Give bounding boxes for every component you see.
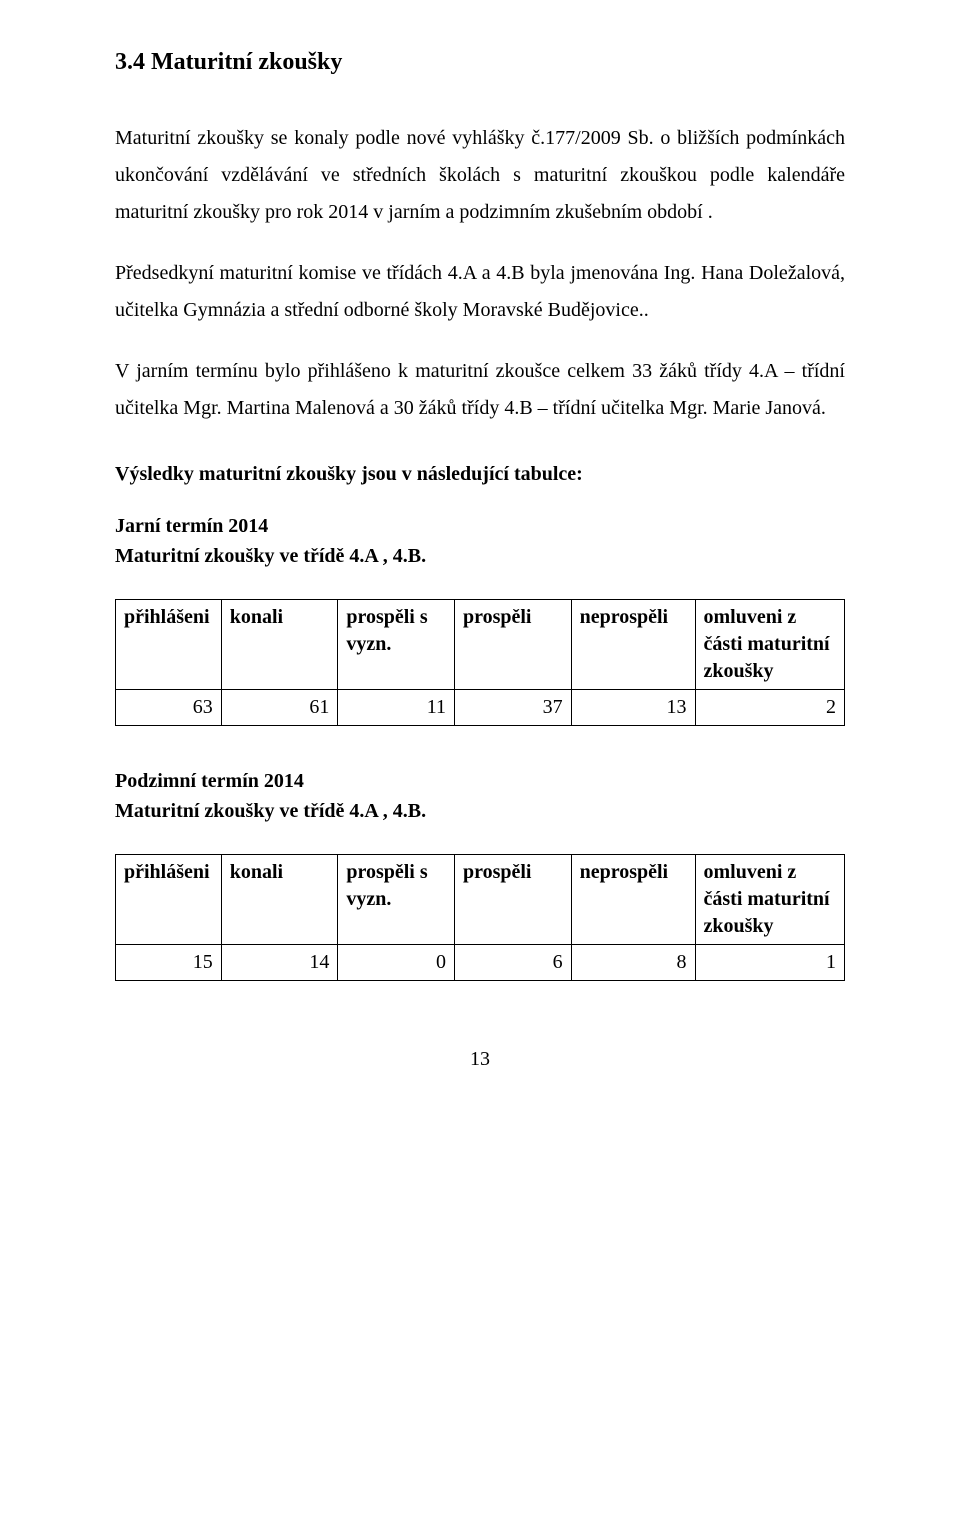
spring-term-line2: Maturitní zkoušky ve třídě 4.A , 4.B. [115, 541, 845, 571]
th-omluveni: omluveni z části maturitní zkoušky [695, 855, 845, 945]
cell-omluveni: 2 [695, 690, 845, 726]
cell-prospeli: 6 [454, 945, 571, 981]
th-neprospeli: neprospěli [571, 855, 695, 945]
paragraph-1: Maturitní zkoušky se konaly podle nové v… [115, 120, 845, 231]
table-row: 63 61 11 37 13 2 [116, 690, 845, 726]
cell-neprospeli: 13 [571, 690, 695, 726]
cell-prospeli-vyzn: 11 [338, 690, 455, 726]
th-omluveni: omluveni z části maturitní zkoušky [695, 600, 845, 690]
cell-prospeli-vyzn: 0 [338, 945, 455, 981]
results-intro: Výsledky maturitní zkoušky jsou v násled… [115, 459, 845, 489]
spring-term-line1: Jarní termín 2014 [115, 511, 845, 541]
cell-omluveni: 1 [695, 945, 845, 981]
th-prospeli-vyzn: prospěli s vyzn. [338, 600, 455, 690]
cell-prihlaseni: 15 [116, 945, 222, 981]
th-prospeli: prospěli [454, 855, 571, 945]
cell-prihlaseni: 63 [116, 690, 222, 726]
th-prihlaseni: přihlášeni [116, 855, 222, 945]
table-header-row: přihlášeni konali prospěli s vyzn. prosp… [116, 855, 845, 945]
th-neprospeli: neprospěli [571, 600, 695, 690]
cell-konali: 14 [221, 945, 338, 981]
cell-konali: 61 [221, 690, 338, 726]
table-header-row: přihlášeni konali prospěli s vyzn. prosp… [116, 600, 845, 690]
autumn-results-table: přihlášeni konali prospěli s vyzn. prosp… [115, 854, 845, 981]
paragraph-2: Předsedkyní maturitní komise ve třídách … [115, 255, 845, 329]
table-row: 15 14 0 6 8 1 [116, 945, 845, 981]
th-konali: konali [221, 600, 338, 690]
th-prihlaseni: přihlášeni [116, 600, 222, 690]
cell-neprospeli: 8 [571, 945, 695, 981]
paragraph-3: V jarním termínu bylo přihlášeno k matur… [115, 353, 845, 427]
th-konali: konali [221, 855, 338, 945]
page-number: 13 [115, 1041, 845, 1078]
autumn-term-line2: Maturitní zkoušky ve třídě 4.A , 4.B. [115, 796, 845, 826]
autumn-term-line1: Podzimní termín 2014 [115, 766, 845, 796]
spring-results-table: přihlášeni konali prospěli s vyzn. prosp… [115, 599, 845, 726]
section-heading: 3.4 Maturitní zkoušky [115, 40, 845, 84]
cell-prospeli: 37 [454, 690, 571, 726]
th-prospeli-vyzn: prospěli s vyzn. [338, 855, 455, 945]
th-prospeli: prospěli [454, 600, 571, 690]
